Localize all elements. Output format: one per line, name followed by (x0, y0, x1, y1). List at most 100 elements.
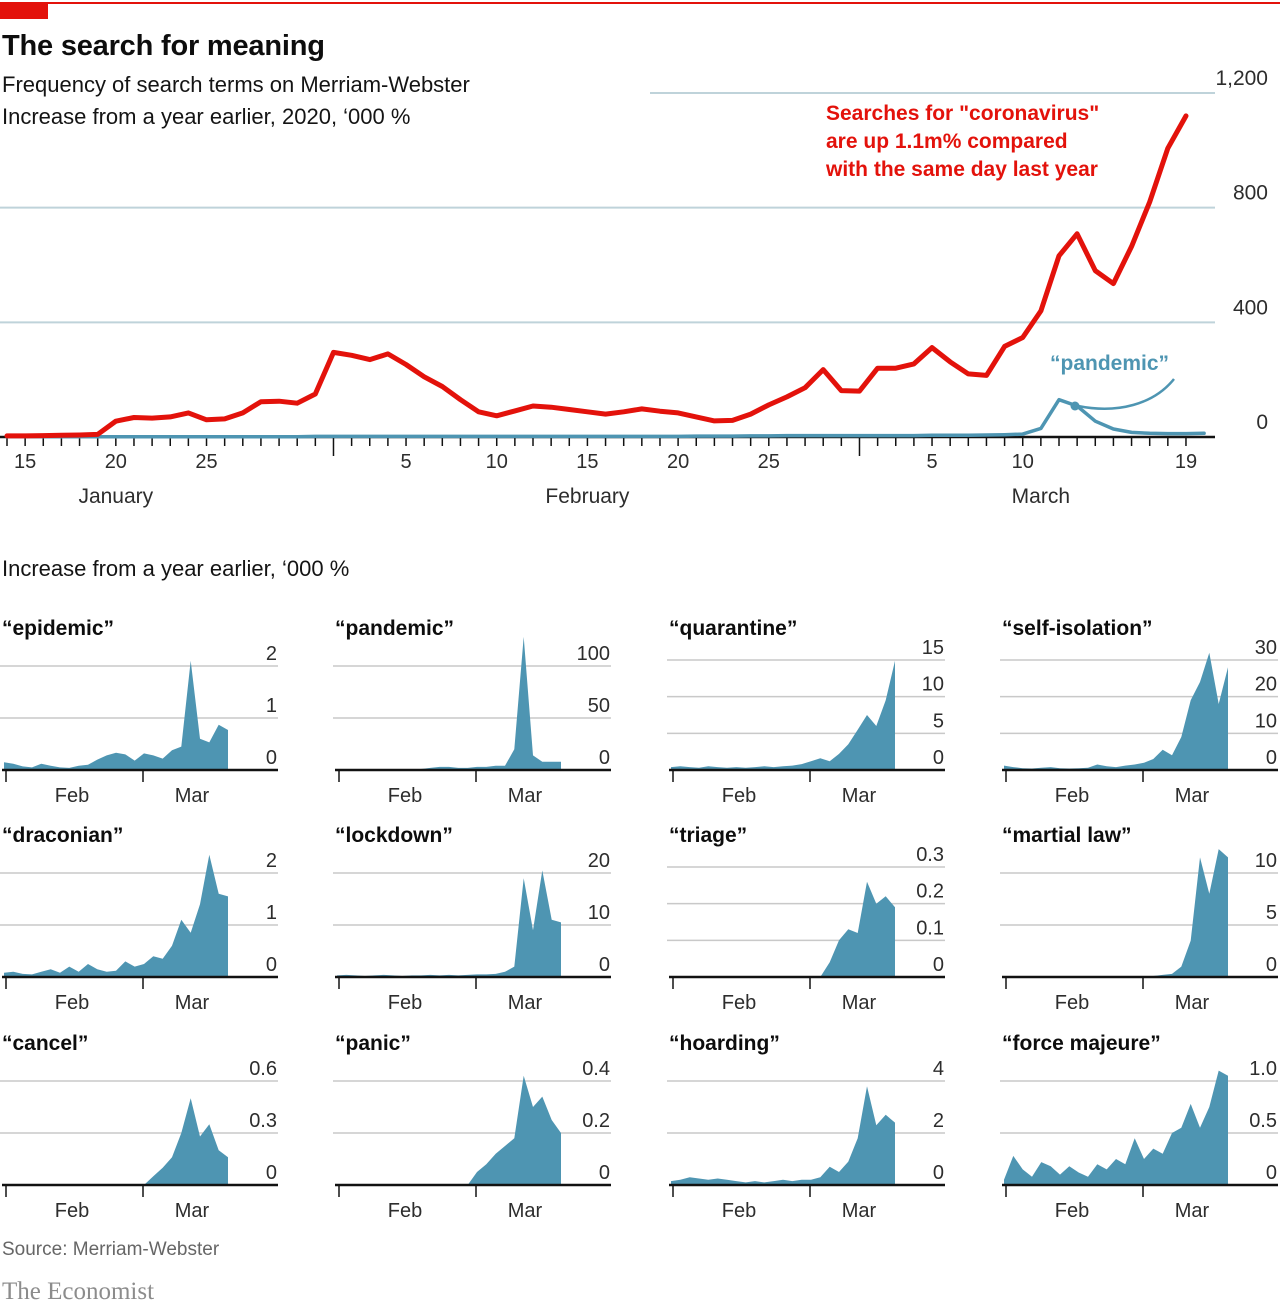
annotation-line: with the same day last year (826, 158, 1098, 181)
publisher-brand: The Economist (2, 1278, 155, 1305)
small-month-label: Mar (1175, 992, 1210, 1014)
small-y-tick-label: 1 (266, 695, 277, 717)
small-month-label: Feb (388, 992, 422, 1014)
small-y-tick-label: 0.2 (582, 1110, 610, 1132)
masthead-red-rule (0, 2, 1280, 4)
small-area-6 (337, 870, 561, 977)
main-y-tick-label: 0 (1256, 411, 1268, 434)
small-month-label: Feb (722, 785, 756, 807)
small-y-tick-label: 0.3 (916, 844, 944, 866)
main-series-pandemic (5, 397, 1206, 439)
main-x-tick-label: 19 (1175, 451, 1197, 473)
small-y-tick-label: 0.4 (582, 1058, 610, 1080)
small-y-tick-label: 0 (1266, 747, 1277, 769)
small-y-tick-label: 2 (266, 850, 277, 872)
main-x-tick-label: 10 (1012, 451, 1034, 473)
small-y-tick-label: 1 (266, 902, 277, 924)
main-x-tick-label: 5 (400, 451, 411, 473)
small-y-tick-label: 0.5 (1249, 1110, 1277, 1132)
annotation-line: are up 1.1m% compared (826, 130, 1068, 153)
small-y-tick-label: 10 (588, 902, 610, 924)
small-month-label: Feb (1055, 1200, 1089, 1222)
small-month-label: Mar (842, 785, 877, 807)
small-y-tick-label: 0 (933, 747, 944, 769)
small-y-tick-label: 0 (599, 954, 610, 976)
small-y-tick-label: 0 (266, 747, 277, 769)
small-month-label: Feb (55, 992, 89, 1014)
small-chart-title: “triage” (669, 824, 747, 847)
small-y-tick-label: 0.3 (249, 1110, 277, 1132)
small-chart-title: “pandemic” (335, 617, 454, 640)
small-month-label: Feb (55, 1200, 89, 1222)
small-month-label: Feb (722, 992, 756, 1014)
main-month-label: February (545, 485, 630, 508)
small-y-tick-label: 100 (577, 643, 610, 665)
pandemic-callout-label: “pandemic” (1050, 352, 1170, 375)
small-y-tick-label: 20 (588, 850, 610, 872)
small-y-tick-label: 4 (933, 1058, 944, 1080)
small-month-label: Feb (388, 785, 422, 807)
small-month-label: Mar (1175, 1200, 1210, 1222)
small-month-label: Mar (1175, 785, 1210, 807)
small-area-2 (337, 636, 561, 770)
main-y-tick-label: 800 (1233, 182, 1268, 205)
small-month-label: Mar (842, 992, 877, 1014)
small-area-7 (671, 881, 895, 977)
small-month-label: Mar (842, 1200, 877, 1222)
small-chart-title: “cancel” (2, 1032, 88, 1055)
small-month-label: Feb (388, 1200, 422, 1222)
main-x-tick-label: 25 (758, 451, 780, 473)
small-month-label: Feb (722, 1200, 756, 1222)
small-y-tick-label: 1.0 (1249, 1058, 1277, 1080)
small-area-9 (4, 1098, 228, 1185)
small-chart-title: “martial law” (1002, 824, 1132, 847)
main-y-tick-label: 1,200 (1215, 67, 1268, 90)
small-area-12 (1004, 1070, 1228, 1185)
small-month-label: Mar (175, 992, 210, 1014)
small-chart-title: “panic” (335, 1032, 411, 1055)
small-y-tick-label: 20 (1255, 674, 1277, 696)
small-chart-title: “draconian” (2, 824, 123, 847)
small-y-tick-label: 0.2 (916, 881, 944, 903)
page-title: The search for meaning (2, 30, 325, 62)
small-area-1 (4, 660, 228, 770)
small-y-tick-label: 2 (266, 643, 277, 665)
small-chart-title: “force majeure” (1002, 1032, 1161, 1055)
chart-subtitle-line1: Frequency of search terms on Merriam-Web… (2, 72, 470, 97)
small-month-label: Mar (508, 992, 543, 1014)
small-y-tick-label: 10 (922, 674, 944, 696)
coronavirus-annotation: Searches for "coronavirus" are up 1.1m% … (826, 100, 1176, 184)
small-chart-title: “self-isolation” (1002, 617, 1153, 640)
small-area-3 (671, 660, 895, 770)
small-y-tick-label: 0.1 (916, 917, 944, 939)
main-x-tick-label: 5 (926, 451, 937, 473)
small-month-label: Feb (1055, 785, 1089, 807)
annotation-line: Searches for "coronavirus" (826, 102, 1100, 125)
small-y-tick-label: 2 (933, 1110, 944, 1132)
small-y-tick-label: 0 (1266, 1162, 1277, 1184)
main-x-tick-label: 10 (486, 451, 508, 473)
small-area-4 (1004, 652, 1228, 770)
small-y-tick-label: 0 (1266, 954, 1277, 976)
small-chart-title: “epidemic” (2, 617, 114, 640)
small-multiples-section-label: Increase from a year earlier, ‘000 % (2, 556, 350, 581)
main-x-tick-label: 25 (195, 451, 217, 473)
main-x-tick-label: 20 (105, 451, 127, 473)
main-month-label: January (78, 485, 153, 508)
main-series-coronavirus (4, 113, 1189, 439)
small-y-tick-label: 0 (599, 1162, 610, 1184)
small-month-label: Mar (508, 785, 543, 807)
small-y-tick-label: 10 (1255, 710, 1277, 732)
small-area-11 (671, 1086, 895, 1185)
small-y-tick-label: 0 (933, 1162, 944, 1184)
masthead-red-tab (0, 2, 48, 19)
main-x-tick-label: 20 (667, 451, 689, 473)
small-month-label: Mar (508, 1200, 543, 1222)
small-month-label: Mar (175, 1200, 210, 1222)
small-y-tick-label: 0 (933, 954, 944, 976)
small-chart-title: “hoarding” (669, 1032, 780, 1055)
small-chart-title: “lockdown” (335, 824, 453, 847)
main-y-tick-label: 400 (1233, 296, 1268, 319)
